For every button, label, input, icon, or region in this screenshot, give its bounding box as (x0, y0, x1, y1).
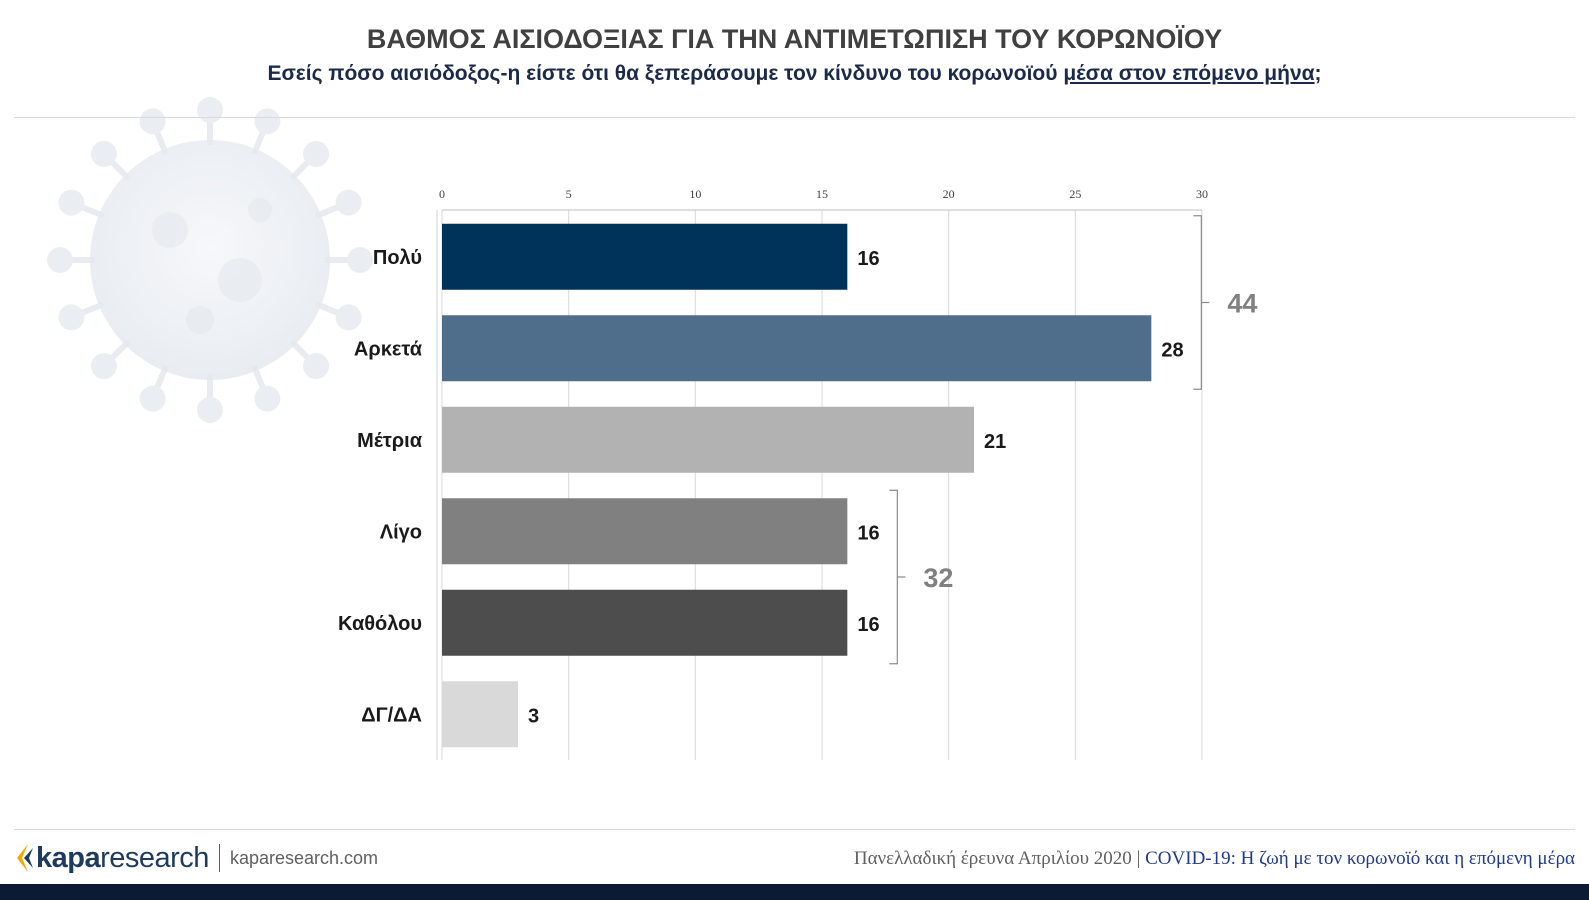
page-title: ΒΑΘΜΟΣ ΑΙΣΙΟΔΟΞΙΑΣ ΓΙΑ ΤΗΝ ΑΝΤΙΜΕΤΩΠΙΣΗ … (366, 24, 1223, 54)
bar (442, 223, 848, 290)
category-label: Μέτρια (357, 430, 423, 452)
subtitle-text: Εσείς πόσο αισιόδοξος-η είστε ότι θα ξεπ… (267, 62, 1064, 85)
data-label: 16 (857, 248, 879, 270)
logo-kapa-text: kapa (36, 841, 101, 874)
logo-research-text: research (100, 841, 209, 874)
data-label: 16 (857, 522, 879, 544)
bracket-total-label: 32 (923, 563, 953, 593)
footer-separator: | (1131, 848, 1146, 869)
footer-divider (14, 829, 1575, 830)
category-label: Πολύ (373, 247, 422, 269)
virus-illustration (47, 97, 373, 423)
header-divider (14, 117, 1575, 118)
data-label: 3 (528, 705, 539, 727)
x-tick-label: 30 (1196, 187, 1208, 201)
data-label: 21 (984, 431, 1006, 453)
bar (442, 315, 1152, 382)
category-label: ΔΓ/ΔΑ (361, 704, 422, 726)
data-label: 16 (857, 614, 879, 636)
subtitle-underlined-text: μέσα στον επόμενο μήνα (1063, 62, 1315, 85)
x-tick-label: 10 (689, 187, 701, 201)
data-label: 28 (1161, 339, 1183, 361)
x-tick-label: 15 (816, 187, 828, 201)
x-tick-label: 0 (439, 187, 445, 201)
category-label: Καθόλου (338, 613, 422, 635)
brand-logo: kapa research kaparesearch.com (14, 840, 378, 876)
page-subtitle: Εσείς πόσο αισιόδοξος-η είστε ότι θα ξεπ… (0, 62, 1589, 86)
x-tick-label: 25 (1069, 187, 1081, 201)
category-label: Λίγο (380, 521, 422, 543)
bracket-total-label: 44 (1227, 289, 1257, 319)
x-tick-label: 20 (943, 187, 955, 201)
category-label: Αρκετά (354, 338, 423, 360)
survey-label: Πανελλαδική έρευνα Απριλίου 2020 (853, 848, 1132, 869)
report-title: COVID-19: Η ζωή με τον κορωνοϊό και η επ… (1145, 848, 1575, 869)
website-link[interactable]: kaparesearch.com (229, 847, 379, 868)
logo-separator (218, 844, 220, 872)
bar (442, 589, 848, 656)
bracket (1193, 215, 1210, 390)
bracket (889, 489, 906, 665)
x-tick-label: 5 (566, 187, 572, 201)
bar (442, 681, 518, 748)
bottom-bar (0, 884, 1589, 900)
bar (442, 406, 974, 473)
logo-mark-icon (17, 844, 33, 872)
bar-chart: 0 5 10 15 20 25 30 Πολύ 16 Αρκετά 28 Μέτρια 21 Λίγο 16… (338, 187, 1257, 760)
subtitle-suffix: ; (1314, 62, 1322, 85)
bar (442, 498, 848, 565)
footer-caption: Πανελλαδική έρευνα Απριλίου 2020 | COVID… (854, 848, 1575, 870)
